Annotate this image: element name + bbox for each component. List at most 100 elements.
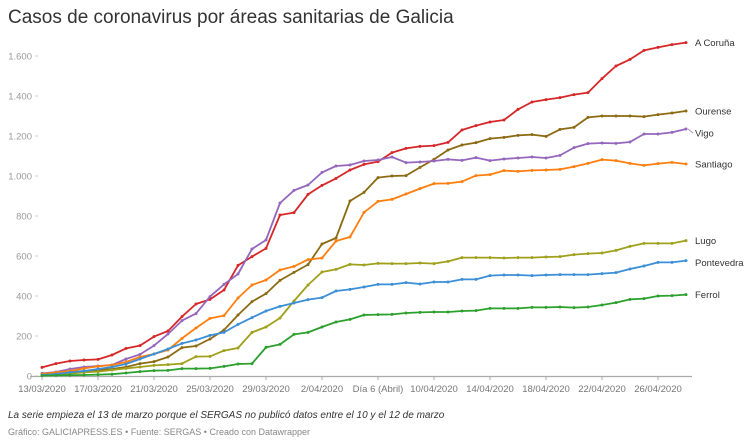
data-point xyxy=(278,268,282,272)
data-point xyxy=(516,107,520,111)
data-point xyxy=(96,364,100,368)
data-point xyxy=(96,367,100,371)
data-point xyxy=(250,283,254,287)
x-tick-label: Día 6 (Abril) xyxy=(353,384,404,395)
data-point xyxy=(250,316,254,320)
data-point xyxy=(292,264,296,268)
x-tick-label: 14/04/2020 xyxy=(466,384,514,395)
data-point xyxy=(390,197,394,201)
data-point xyxy=(572,165,576,169)
data-point xyxy=(166,368,170,372)
data-point xyxy=(460,180,464,184)
data-point xyxy=(684,239,688,243)
data-point xyxy=(404,161,408,165)
data-point xyxy=(474,124,478,128)
y-tick-label: 600 xyxy=(16,252,32,263)
y-tick-label: 200 xyxy=(16,332,32,343)
data-point xyxy=(656,162,660,166)
data-point xyxy=(124,371,128,375)
data-point xyxy=(516,256,520,260)
data-point xyxy=(614,159,618,163)
data-point xyxy=(68,373,72,377)
data-point xyxy=(82,366,86,370)
data-point xyxy=(54,362,58,366)
data-point xyxy=(278,342,282,346)
data-point xyxy=(544,134,548,138)
data-point xyxy=(488,173,492,177)
data-point xyxy=(194,312,198,316)
data-point xyxy=(404,192,408,196)
data-point xyxy=(558,167,562,171)
data-point xyxy=(488,120,492,124)
data-point xyxy=(40,374,44,378)
data-point xyxy=(628,140,632,144)
data-point xyxy=(166,347,170,351)
data-point xyxy=(530,256,534,260)
data-point xyxy=(586,142,590,146)
data-point xyxy=(516,133,520,137)
data-point xyxy=(166,363,170,367)
data-point xyxy=(138,362,142,366)
data-point xyxy=(376,158,380,162)
data-point xyxy=(432,310,436,314)
data-point xyxy=(418,282,422,286)
y-tick-label: 1.600 xyxy=(8,52,32,63)
data-point xyxy=(348,262,352,266)
data-point xyxy=(516,156,520,160)
credit-datawrapper-link[interactable]: Creado con Datawrapper xyxy=(209,427,311,437)
data-point xyxy=(544,305,548,309)
x-tick-label: 13/03/2020 xyxy=(18,384,66,395)
data-point xyxy=(306,298,310,302)
data-point xyxy=(516,306,520,310)
data-point xyxy=(194,302,198,306)
data-point xyxy=(628,57,632,61)
data-point xyxy=(488,159,492,163)
data-point xyxy=(362,159,366,163)
data-point xyxy=(474,141,478,145)
data-point xyxy=(628,161,632,165)
data-point xyxy=(110,353,114,357)
data-point xyxy=(600,158,604,162)
series-label: Lugo xyxy=(695,236,716,247)
data-point xyxy=(54,373,58,377)
data-point xyxy=(670,111,674,115)
data-point xyxy=(502,169,506,173)
data-point xyxy=(656,294,660,298)
data-point xyxy=(558,273,562,277)
data-point xyxy=(390,312,394,316)
data-point xyxy=(236,322,240,326)
data-point xyxy=(180,315,184,319)
data-point xyxy=(110,368,114,372)
data-point xyxy=(348,199,352,203)
y-tick-label: 1.000 xyxy=(8,172,32,183)
data-point xyxy=(558,305,562,309)
data-point xyxy=(530,100,534,104)
data-point xyxy=(530,155,534,159)
data-point xyxy=(572,125,576,129)
data-point xyxy=(222,288,226,292)
data-point xyxy=(208,333,212,337)
data-point xyxy=(222,282,226,286)
data-point xyxy=(40,365,44,369)
data-point xyxy=(292,211,296,215)
data-point xyxy=(306,330,310,334)
data-point xyxy=(586,115,590,119)
data-point xyxy=(642,297,646,301)
data-point xyxy=(138,370,142,374)
x-tick-label: 25/03/2020 xyxy=(186,384,234,395)
credit-separator: • xyxy=(203,427,207,437)
data-point xyxy=(166,329,170,333)
data-point xyxy=(488,256,492,260)
data-point xyxy=(194,338,198,342)
data-point xyxy=(376,282,380,286)
data-point xyxy=(362,263,366,267)
data-point xyxy=(460,128,464,132)
data-point xyxy=(152,335,156,339)
chart-note: La serie empieza el 13 de marzo porque e… xyxy=(8,410,445,421)
data-point xyxy=(82,373,86,377)
data-point xyxy=(236,346,240,350)
data-point xyxy=(586,91,590,95)
data-point xyxy=(110,372,114,376)
data-point xyxy=(656,260,660,264)
